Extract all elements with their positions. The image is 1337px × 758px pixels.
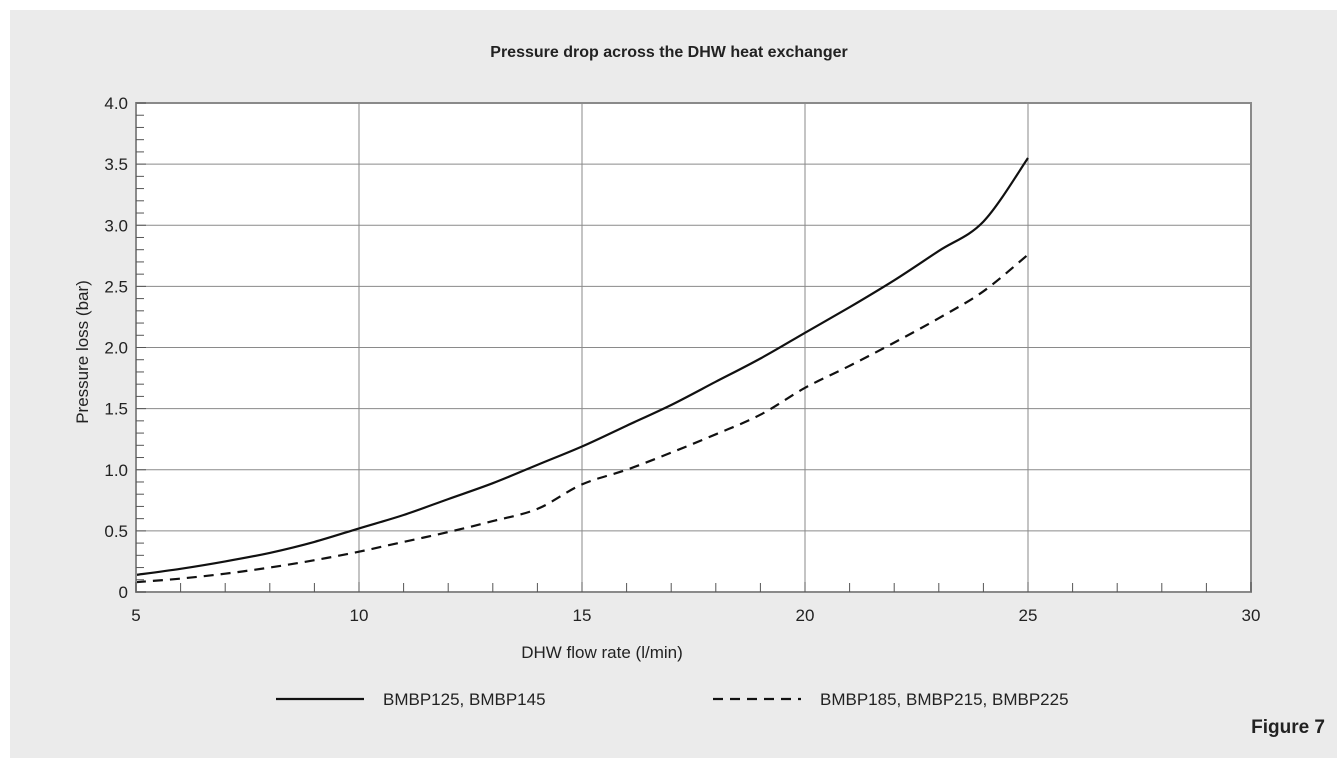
y-tick-label: 1.5 [104,400,128,419]
y-tick-label: 3.0 [104,216,128,235]
chart-legend: BMBP125, BMBP145 BMBP185, BMBP215, BMBP22… [276,690,1069,709]
y-tick-label: 2.5 [104,277,128,296]
x-tick-label: 30 [1242,606,1261,625]
legend-label-2: BMBP185, BMBP215, BMBP225 [820,690,1069,709]
figure-label: Figure 7 [1251,717,1325,738]
x-tick-label: 5 [131,606,140,625]
line-chart: Pressure drop across the DHW heat exchan… [73,44,1261,709]
y-tick-label: 0.5 [104,522,128,541]
legend-label-1: BMBP125, BMBP145 [383,690,546,709]
y-tick-label: 3.5 [104,155,128,174]
x-tick-label: 10 [350,606,369,625]
series-line-2 [135,253,1029,584]
figure-panel: Pressure drop across the DHW heat exchan… [10,10,1337,758]
chart-title: Pressure drop across the DHW heat exchan… [490,44,847,61]
y-tick-label: 4.0 [104,94,128,113]
series-line-1 [135,157,1029,576]
x-tick-label: 25 [1019,606,1038,625]
x-axis-label: DHW flow rate (l/min) [521,643,683,662]
y-tick-label: 1.0 [104,461,128,480]
y-tick-label: 0 [119,583,128,602]
y-axis-label: Pressure loss (bar) [73,280,92,424]
x-tick-label: 20 [796,606,815,625]
y-tick-label: 2.0 [104,339,128,358]
x-tick-label: 15 [573,606,592,625]
